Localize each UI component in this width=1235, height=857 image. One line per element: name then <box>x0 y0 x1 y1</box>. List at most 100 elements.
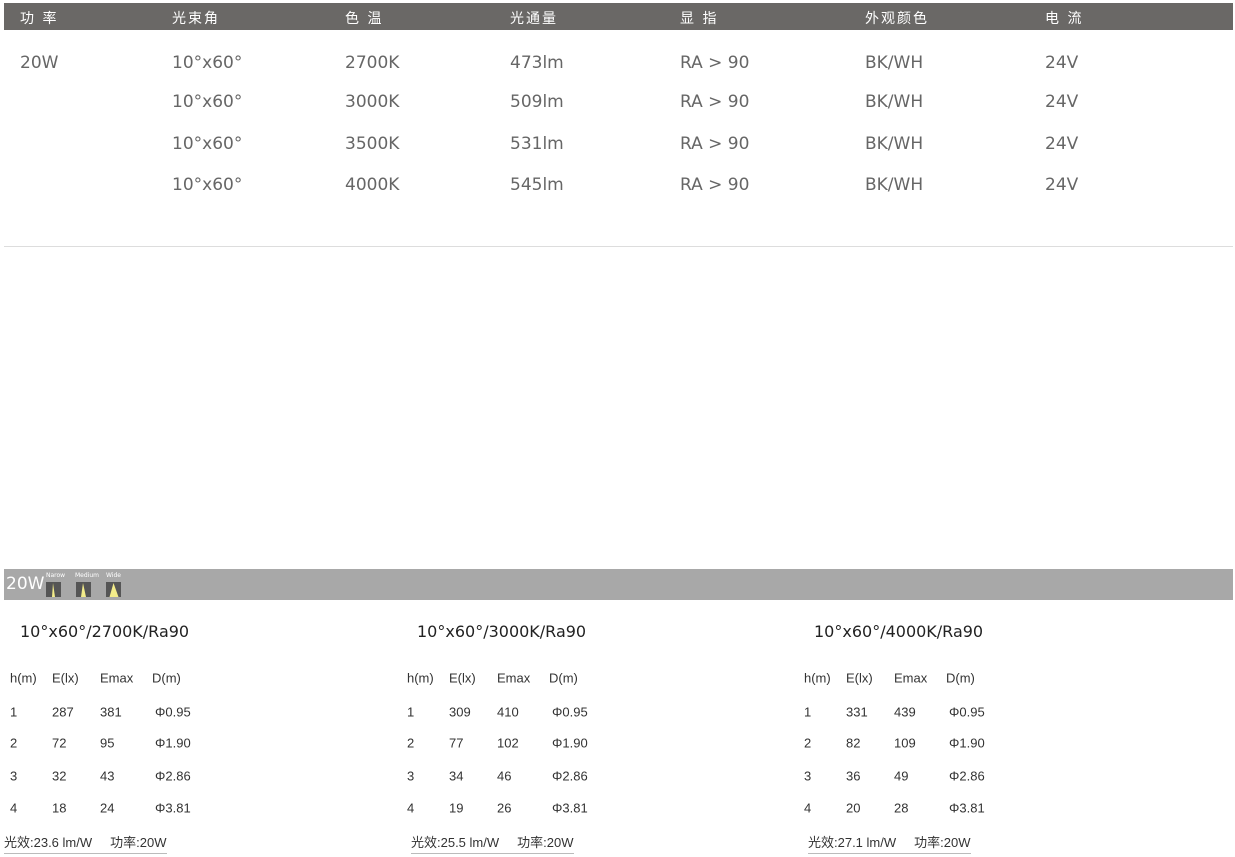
column-header: E(lx) <box>846 670 873 686</box>
table-cell: Φ0.95 <box>155 704 191 720</box>
table-cell: 24V <box>1045 92 1079 112</box>
photometric-block: 10°x60°/3000K/Ra90 h(m) E(lx) Emax D(m) 1 309 4… <box>397 600 797 857</box>
table-cell: 10°x60° <box>172 92 243 112</box>
table-cell: 28 <box>894 800 909 816</box>
beam-label: Medium <box>75 572 99 579</box>
block-footer: 光效:27.1 lm/W 功率:20W <box>808 832 971 854</box>
table-cell: 381 <box>100 704 122 720</box>
table-cell: 331 <box>846 704 868 720</box>
table-cell: RA > 90 <box>680 92 750 112</box>
narrow-beam-icon <box>46 582 61 597</box>
table-cell: Φ2.86 <box>155 768 191 784</box>
table-cell: 4000K <box>345 175 400 195</box>
power-value: 20W <box>20 53 59 73</box>
medium-beam-icon <box>76 582 91 597</box>
column-header: D(m) <box>946 670 975 686</box>
table-cell: 309 <box>449 704 471 720</box>
divider <box>4 246 1233 247</box>
table-cell: 46 <box>497 768 512 784</box>
power-bar: 20W Narow Medium Wide <box>4 569 1233 600</box>
table-cell: 32 <box>52 768 67 784</box>
column-header: Emax <box>100 670 134 686</box>
table-cell: 102 <box>497 735 519 751</box>
table-cell: Φ3.81 <box>949 800 985 816</box>
table-cell: Φ0.95 <box>552 704 588 720</box>
column-header: h(m) <box>804 670 831 686</box>
beam-label: Wide <box>106 572 121 579</box>
column-header: h(m) <box>407 670 434 686</box>
table-cell: 24 <box>100 800 115 816</box>
table-cell: 34 <box>449 768 464 784</box>
column-header: 电 流 <box>1045 11 1084 27</box>
photometric-block: 10°x60°/2700K/Ra90 h(m) E(lx) Emax D(m) 1 287 3… <box>0 600 400 857</box>
table-cell: BK/WH <box>865 134 924 154</box>
table-cell: Φ1.90 <box>552 735 588 751</box>
table-cell: 10°x60° <box>172 175 243 195</box>
block-title: 10°x60°/3000K/Ra90 <box>417 622 587 641</box>
table-cell: 410 <box>497 704 519 720</box>
table-cell: 24V <box>1045 175 1079 195</box>
table-cell: 3500K <box>345 134 400 154</box>
power-label: 20W <box>6 574 45 594</box>
column-header: E(lx) <box>449 670 476 686</box>
table-cell: 26 <box>497 800 512 816</box>
table-cell: 1 <box>804 704 812 720</box>
table-cell: 43 <box>100 768 115 784</box>
column-header: D(m) <box>152 670 181 686</box>
table-cell: 24V <box>1045 53 1079 73</box>
table-cell: 10°x60° <box>172 53 243 73</box>
table-cell: 82 <box>846 735 861 751</box>
table-cell: 19 <box>449 800 464 816</box>
table-cell: 2 <box>407 735 415 751</box>
column-header: h(m) <box>10 670 37 686</box>
table-cell: 109 <box>894 735 916 751</box>
table-cell: Φ1.90 <box>949 735 985 751</box>
table-cell: BK/WH <box>865 53 924 73</box>
beam-label: Narow <box>46 572 66 579</box>
table-cell: BK/WH <box>865 175 924 195</box>
table-cell: 18 <box>52 800 67 816</box>
table-cell: 2700K <box>345 53 400 73</box>
table-cell: 473lm <box>510 53 564 73</box>
table-cell: RA > 90 <box>680 134 750 154</box>
table-cell: 3 <box>407 768 415 784</box>
photometric-block: 10°x60°/4000K/Ra90 h(m) E(lx) Emax D(m) 1 331 4… <box>794 600 1194 857</box>
table-cell: 439 <box>894 704 916 720</box>
table-cell: 36 <box>846 768 861 784</box>
table-cell: 10°x60° <box>172 134 243 154</box>
wide-beam-icon <box>106 582 121 597</box>
column-header: D(m) <box>549 670 578 686</box>
table-cell: 49 <box>894 768 909 784</box>
table-cell: 1 <box>407 704 415 720</box>
table-cell: Φ3.81 <box>552 800 588 816</box>
table-cell: 3 <box>10 768 18 784</box>
table-cell: 4 <box>804 800 812 816</box>
table-cell: Φ2.86 <box>949 768 985 784</box>
column-header: Emax <box>894 670 928 686</box>
table-cell: 545lm <box>510 175 564 195</box>
column-header: 光束角 <box>172 11 220 27</box>
column-header: 外观颜色 <box>865 11 929 27</box>
table-cell: RA > 90 <box>680 53 750 73</box>
table-cell: BK/WH <box>865 92 924 112</box>
block-title: 10°x60°/2700K/Ra90 <box>20 622 190 641</box>
table-cell: 287 <box>52 704 74 720</box>
table-cell: 2 <box>10 735 18 751</box>
table-cell: 2 <box>804 735 812 751</box>
column-header: 功 率 <box>20 11 59 27</box>
table-cell: 3000K <box>345 92 400 112</box>
block-title: 10°x60°/4000K/Ra90 <box>814 622 984 641</box>
column-header: 显 指 <box>680 11 719 27</box>
table-cell: 1 <box>10 704 18 720</box>
table-cell: 4 <box>407 800 415 816</box>
table-cell: 20 <box>846 800 861 816</box>
table-cell: RA > 90 <box>680 175 750 195</box>
table-cell: Φ1.90 <box>155 735 191 751</box>
table-cell: Φ0.95 <box>949 704 985 720</box>
column-header: Emax <box>497 670 531 686</box>
table-cell: 4 <box>10 800 18 816</box>
block-footer: 光效:25.5 lm/W 功率:20W <box>411 832 574 854</box>
table-cell: 509lm <box>510 92 564 112</box>
table-cell: Φ2.86 <box>552 768 588 784</box>
spec-table-header: 功 率 光束角 色 温 光通量 显 指 外观颜色 电 流 <box>4 3 1233 30</box>
